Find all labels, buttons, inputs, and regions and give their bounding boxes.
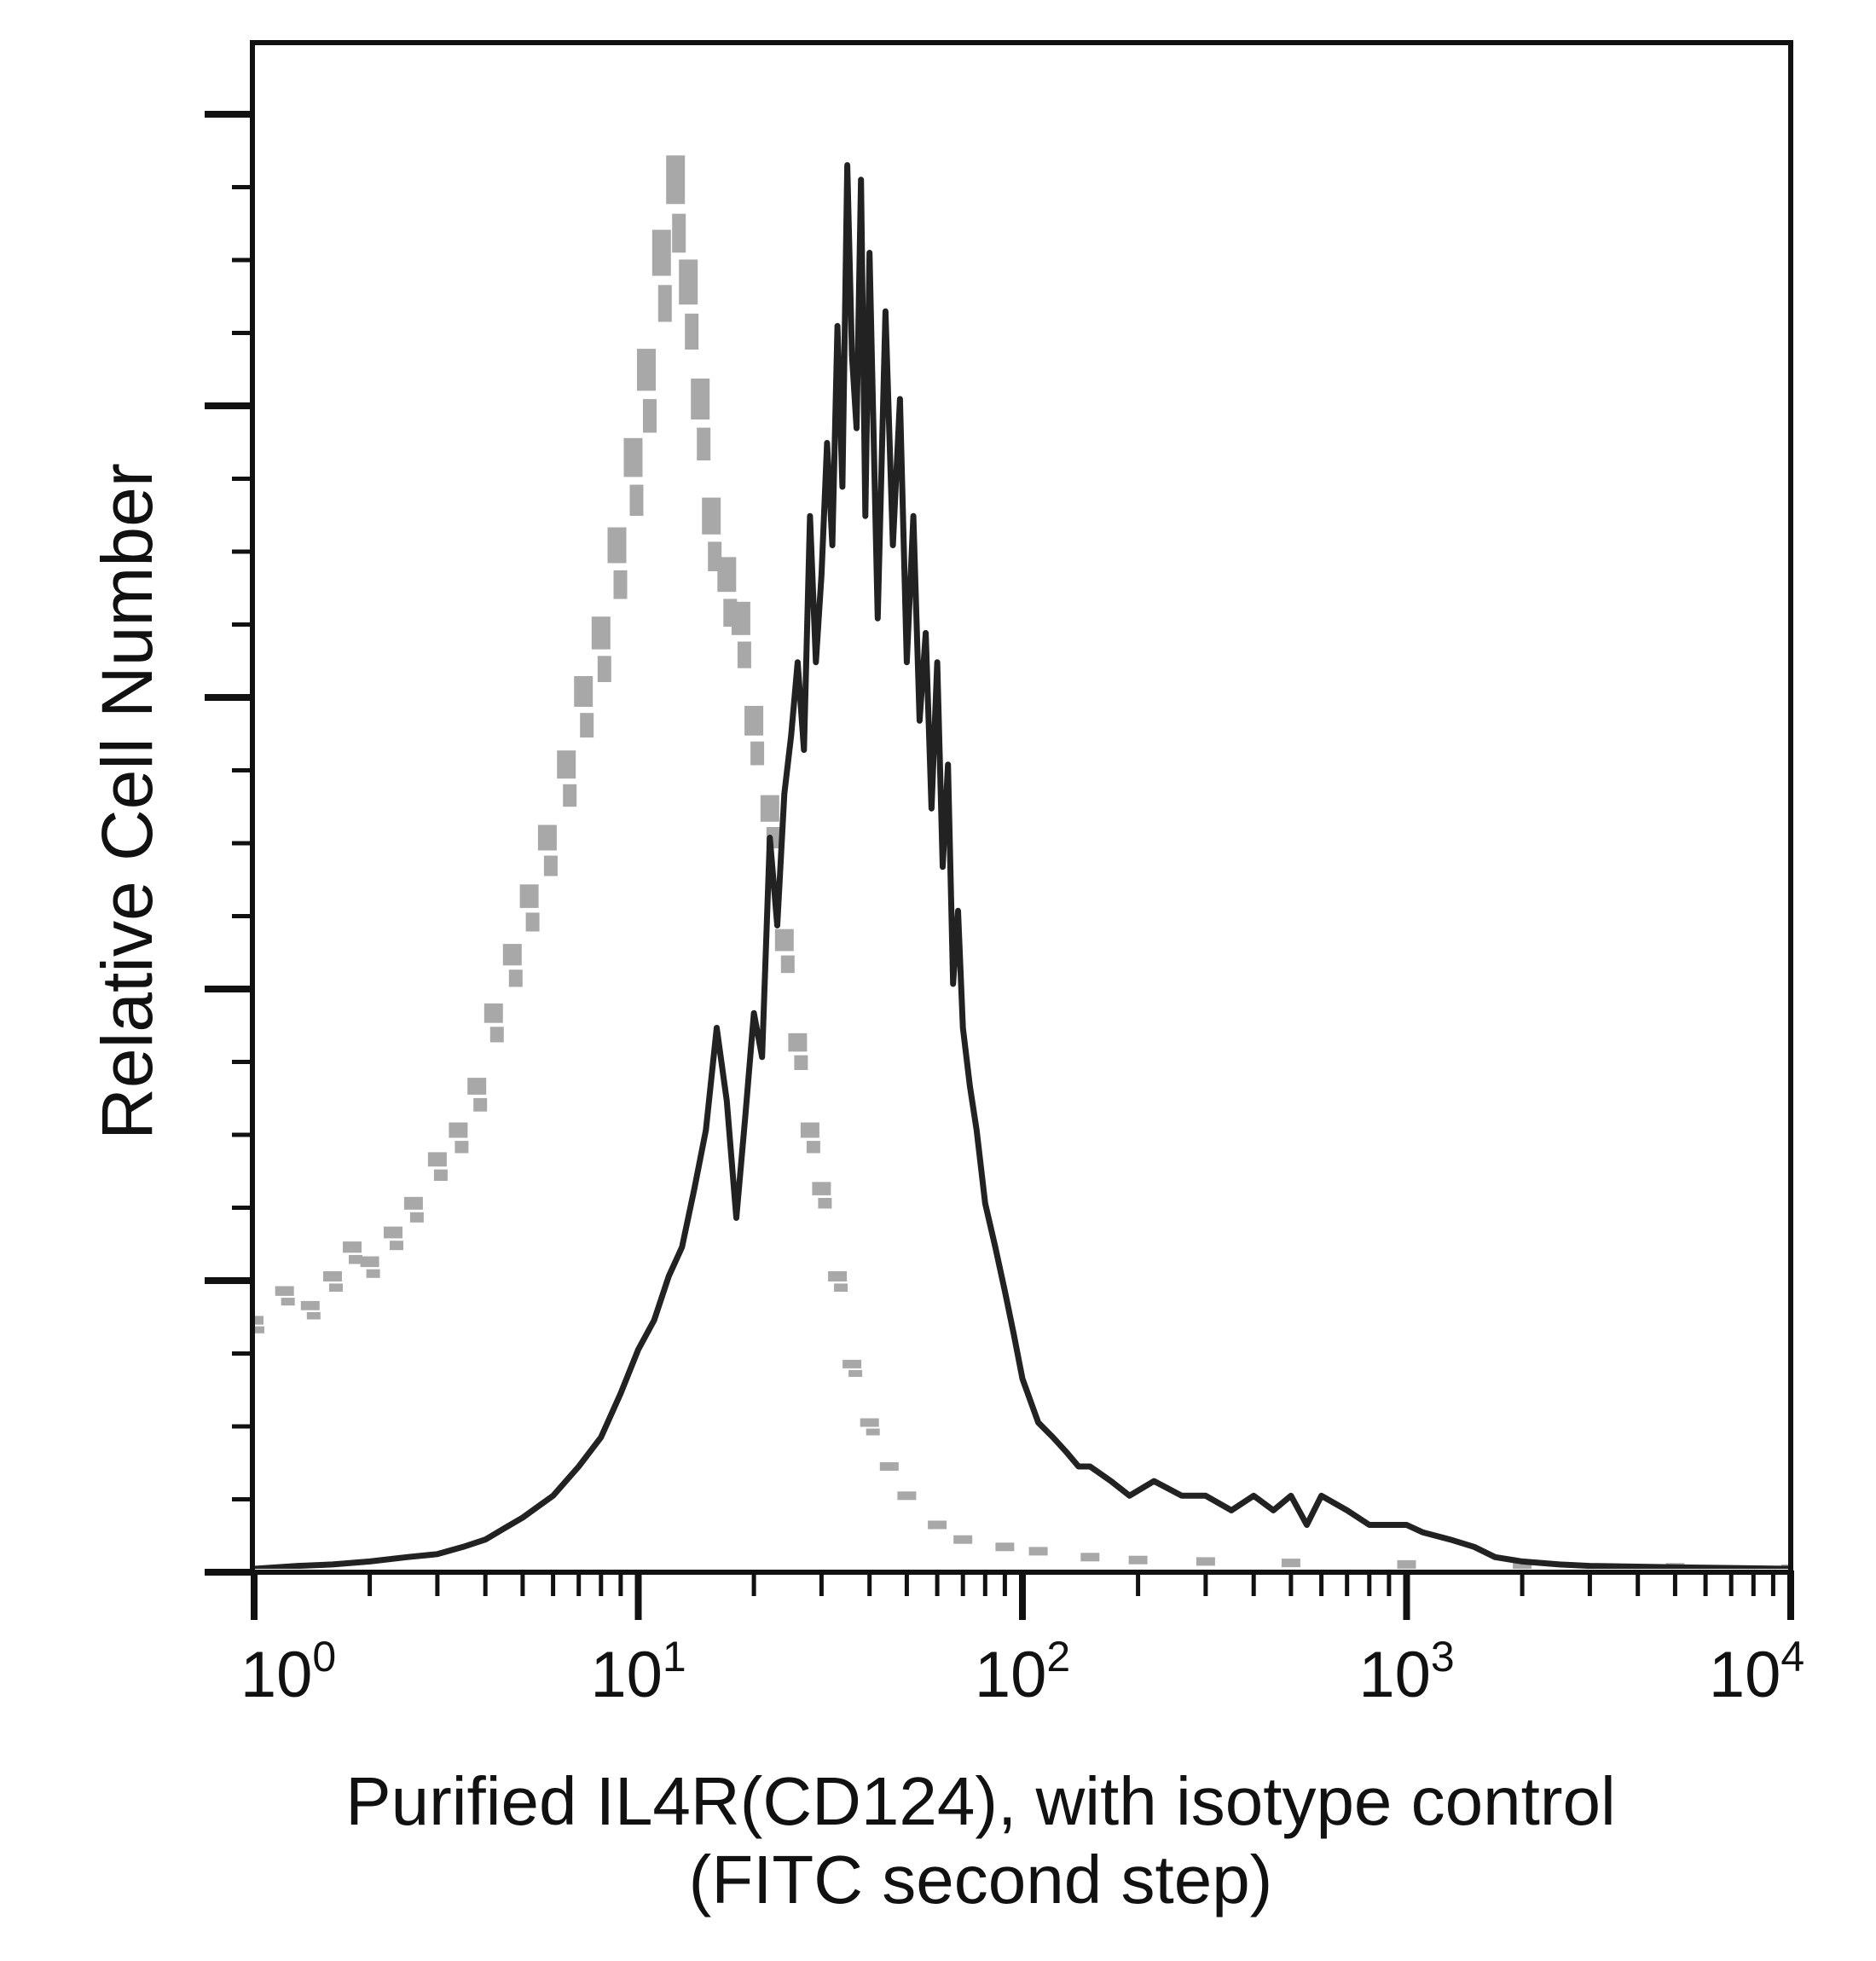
data-point (343, 1241, 362, 1253)
data-point (366, 1269, 380, 1278)
data-point (281, 1298, 295, 1306)
data-point (519, 884, 539, 908)
data-point (702, 497, 721, 535)
data-point (254, 1316, 263, 1325)
data-point (427, 1152, 447, 1167)
data-point (1080, 1553, 1100, 1562)
data-point (306, 1311, 321, 1320)
data-point (842, 1359, 862, 1368)
data-point (543, 855, 558, 876)
data-point (679, 259, 698, 305)
data-point (828, 1271, 848, 1281)
data-point (1028, 1547, 1048, 1556)
series-il4r-line (254, 162, 1789, 1569)
data-point (525, 912, 540, 932)
data-point (537, 824, 557, 851)
data-point (613, 570, 628, 599)
data-point (697, 427, 711, 460)
data-point (300, 1300, 320, 1310)
data-point (455, 1141, 469, 1154)
data-point (1128, 1555, 1148, 1565)
series-layer (254, 155, 1789, 1569)
data-point (384, 1226, 402, 1239)
data-point (390, 1241, 403, 1251)
data-point (928, 1520, 947, 1530)
data-point (1196, 1557, 1215, 1566)
data-point (879, 1462, 899, 1471)
data-point (834, 1283, 848, 1292)
data-point (744, 705, 764, 736)
data-point (897, 1491, 917, 1501)
data-point (467, 1078, 487, 1095)
data-point (818, 1198, 832, 1209)
data-point (717, 557, 737, 593)
data-point (800, 1122, 819, 1138)
data-point (774, 928, 794, 952)
data-point (607, 527, 627, 564)
data-point (489, 1027, 504, 1043)
data-point (1281, 1559, 1300, 1568)
series-isotype-control (254, 155, 1789, 1569)
data-point (574, 676, 593, 707)
data-point (860, 1418, 879, 1427)
data-point (275, 1286, 294, 1296)
data-point (794, 1055, 808, 1070)
data-point (691, 379, 710, 419)
data-point (806, 1141, 820, 1154)
data-point (672, 213, 686, 253)
data-point (737, 641, 751, 668)
data-point (473, 1097, 488, 1112)
y-axis-ticks (205, 111, 254, 1576)
data-point (1513, 1561, 1532, 1569)
data-point (848, 1369, 863, 1377)
data-point (323, 1271, 342, 1281)
data-point (449, 1122, 468, 1138)
y-axis-label: Relative Cell Number (87, 463, 167, 1140)
data-point (329, 1283, 343, 1292)
data-point (483, 1003, 503, 1023)
data-point (409, 1212, 424, 1223)
data-point (433, 1169, 448, 1181)
data-point (623, 437, 643, 477)
data-point (508, 969, 523, 987)
x-axis-label: Purified IL4R(CD124), with isotype contr… (345, 1763, 1616, 1839)
data-point (254, 1326, 264, 1333)
data-point (866, 1428, 880, 1436)
data-point (812, 1182, 831, 1195)
data-point (788, 1033, 808, 1052)
data-point (760, 795, 779, 822)
data-point (597, 656, 611, 682)
x-axis-ticks (251, 1571, 1794, 1620)
data-point (563, 784, 577, 807)
data-point (953, 1535, 973, 1544)
data-point (557, 750, 576, 779)
data-point (666, 155, 686, 205)
data-point (580, 713, 594, 738)
x-axis-label-line2: (FITC second step) (689, 1842, 1273, 1918)
data-point (360, 1256, 379, 1268)
data-point (731, 601, 750, 635)
data-point (403, 1196, 423, 1210)
data-point (685, 313, 699, 350)
data-point (1397, 1559, 1416, 1569)
data-point (651, 229, 671, 276)
data-point (780, 955, 795, 974)
data-point (657, 285, 672, 322)
data-point (629, 484, 644, 516)
data-point (349, 1254, 362, 1264)
data-point (995, 1542, 1015, 1552)
data-point (643, 399, 657, 433)
data-point (591, 616, 611, 650)
data-point (637, 349, 656, 391)
data-point (750, 741, 765, 766)
data-point (502, 944, 522, 966)
